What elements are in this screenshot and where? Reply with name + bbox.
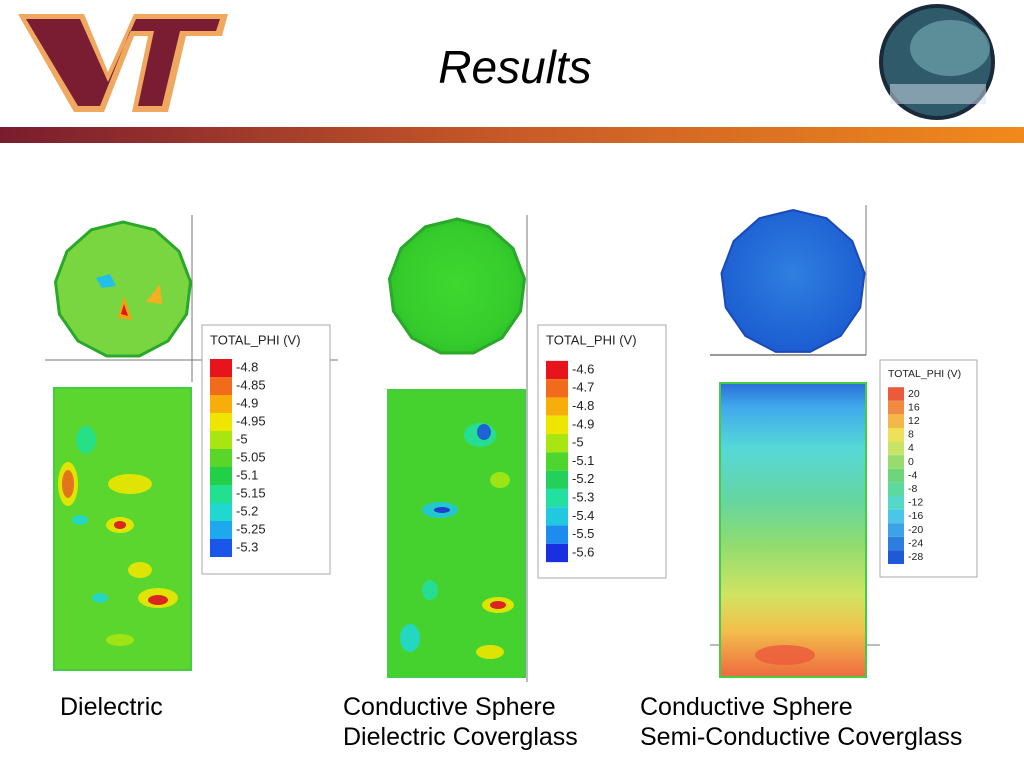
legend-label: -8 [908,483,917,495]
legend-swatch [546,379,568,398]
legend-label: -20 [908,524,923,536]
legend-swatch [546,507,568,526]
legend-label: -5.1 [572,453,594,468]
legend-swatch [546,543,568,563]
legend-swatch [546,415,568,435]
legend-swatch [210,485,232,503]
legend-label: 4 [908,442,914,454]
legend-swatch [210,395,232,413]
legend-label: 16 [908,401,920,413]
legend-title: TOTAL_PHI (V) [888,368,961,380]
legend-title: TOTAL_PHI (V) [546,332,637,347]
legend-label: -4.8 [236,359,258,374]
legend-swatch [210,377,232,395]
legend-label: -4.95 [236,413,266,428]
legend-label: -5.5 [572,526,594,541]
legend-label: -5.3 [572,490,594,505]
legend-swatch [888,550,904,564]
legend-swatch [888,523,904,537]
legend-swatch [888,428,904,442]
legend-swatch [888,414,904,428]
legend-swatch [888,400,904,415]
caption: Conductive Sphere [640,693,853,721]
legend-label: 8 [908,429,914,441]
caption: Semi-Conductive Coverglass [640,723,962,751]
legend-swatch [546,470,568,489]
title: Results [438,41,591,93]
legend-label: -28 [908,551,923,563]
legend-swatch [888,441,904,456]
caption: Conductive Sphere [343,693,556,721]
vt-logo [18,14,228,112]
legend-swatch [210,359,232,377]
legend-swatch [210,413,232,431]
legend-swatch [546,434,568,453]
legend-label: 0 [908,456,914,468]
legend-label: -5.4 [572,508,594,523]
legend-label: -5.2 [236,503,258,518]
legend-swatch [888,496,904,510]
legend-swatch [888,387,904,401]
legend-swatch [546,360,568,380]
caption: Dielectric [60,693,163,721]
legend-swatch [888,455,904,469]
legend-label: -4.7 [572,380,594,395]
legend-swatch [210,467,232,485]
legend-label: -4.85 [236,377,266,392]
legend-swatch [888,536,904,551]
legend-label: 12 [908,415,920,427]
legend-swatch [888,509,904,524]
panel-dielectric [45,215,338,671]
legend-swatch [888,468,904,483]
legend-label: -4.9 [236,395,258,410]
legend-title: TOTAL_PHI (V) [210,332,301,347]
legend-label: -5.25 [236,521,266,536]
legend-swatch [210,431,232,449]
legend-label: -12 [908,497,923,509]
legend-label: -4.6 [572,361,594,376]
legend-label: -4.8 [572,398,594,413]
legend-label: 20 [908,388,920,400]
legend-label: -5.6 [572,544,594,559]
panel-conductive-semi [710,205,978,678]
legend-label: -5.3 [236,539,258,554]
legend-swatch [546,488,568,508]
legend-label: -5.2 [572,471,594,486]
legend-swatch [210,503,232,521]
legend-swatch [546,525,568,544]
lab-logo [879,4,995,120]
sphere [53,220,193,358]
sphere [720,208,866,353]
legend-label: -5 [572,435,584,450]
panel-conductive-dielectric [387,215,667,682]
caption: Dielectric Coverglass [343,723,578,751]
legend-label: -5.1 [236,467,258,482]
legend-label: -16 [908,510,923,522]
legend-label: -4 [908,469,917,481]
legend-label: -24 [908,537,923,549]
legend-label: -5.15 [236,485,266,500]
legend-swatch [546,452,568,471]
legend-swatch [210,449,232,467]
sphere [387,217,527,355]
legend-swatch [210,521,232,539]
legend-label: -5 [236,431,248,446]
header-bar [0,127,1024,143]
legend-label: -5.05 [236,449,266,464]
legend-swatch [546,397,568,416]
legend-label: -4.9 [572,416,594,431]
legend-swatch [888,482,904,496]
legend-swatch [210,539,232,557]
